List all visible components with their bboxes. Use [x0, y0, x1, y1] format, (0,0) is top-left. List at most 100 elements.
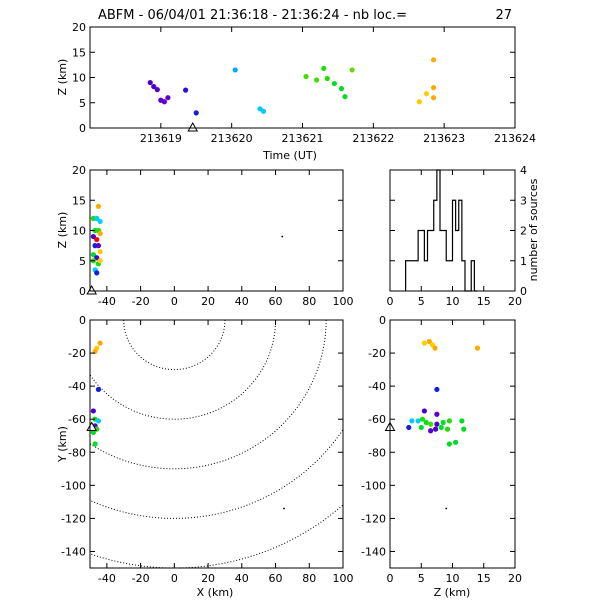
source-point: [94, 255, 100, 261]
x-tick-label: 213620: [211, 132, 253, 145]
panels-layer: 213619 213620 213621 213622 213623 2136240510…: [56, 21, 541, 599]
source-point: [90, 408, 96, 414]
x-tick-label: 213621: [282, 132, 324, 145]
y-axis-label: number of sources: [527, 178, 540, 281]
source-point: [433, 426, 439, 432]
y-tick-label: 1: [520, 255, 527, 268]
source-point: [418, 424, 424, 431]
x-tick-label: 60: [269, 295, 283, 308]
source-point: [94, 270, 100, 276]
x-tick-label: 0: [171, 572, 178, 585]
x-tick-label: 10: [446, 572, 460, 585]
source-point: [426, 338, 432, 345]
histogram-outline: [405, 169, 478, 292]
y-tick-label: -80: [368, 446, 386, 459]
y-tick-label: -80: [68, 446, 86, 459]
source-point: [446, 441, 452, 447]
source-point: [331, 80, 337, 87]
source-point: [154, 87, 160, 93]
source-point: [338, 86, 345, 92]
y-tick-label: -20: [368, 347, 386, 360]
source-point: [461, 426, 467, 432]
x-tick-label: -40: [98, 572, 116, 585]
y-tick-label: 20: [72, 21, 86, 34]
y-tick-label: -120: [361, 512, 386, 525]
x-tick-label: 40: [235, 572, 249, 585]
y-axis-label: Z (km): [56, 59, 69, 96]
source-point: [453, 439, 459, 445]
y-axis-label: Z (km): [56, 212, 69, 249]
x-tick-label: 15: [477, 572, 491, 585]
source-point: [430, 95, 437, 101]
x-tick-label: 20: [201, 572, 215, 585]
panel-z-y-view: 0 5 10 15 20 0 -20 -40 -60 -80 -100 -120 -140 Z (km): [361, 314, 522, 599]
station-triangle: [187, 121, 199, 132]
y-tick-label: -100: [361, 479, 386, 492]
source-point: [97, 230, 103, 237]
source-point: [232, 67, 238, 73]
source-point: [446, 418, 452, 424]
x-tick-label: 15: [477, 295, 491, 308]
panel-plan-view: -40 -20 0 20 40 60 80 100 0 -20 -40 -60 -80 -100 -120 -…: [56, 314, 354, 599]
x-tick-label: -40: [98, 295, 116, 308]
source-point: [342, 94, 348, 100]
station-triangle: [86, 284, 98, 295]
y-tick-label: -100: [61, 479, 86, 492]
panel-x-height: -40 -20 0 20 40 60 80 100 0 5 10 15 20 Z (km): [56, 164, 354, 308]
source-point: [474, 345, 481, 351]
isolated-dot: [445, 507, 448, 510]
source-point: [151, 83, 157, 90]
y-tick-label: 4: [520, 164, 527, 177]
source-point: [415, 418, 421, 424]
source-point: [97, 249, 103, 255]
x-tick-label: 213623: [423, 132, 465, 145]
source-point: [94, 215, 100, 221]
source-point: [421, 340, 427, 346]
figure-title-count: 27: [495, 8, 512, 23]
source-point: [97, 340, 103, 346]
y-tick-label: -120: [61, 512, 86, 525]
source-point: [430, 57, 437, 63]
isolated-dot: [281, 235, 284, 238]
x-tick-label: 213624: [494, 132, 536, 145]
y-tick-label: 2: [520, 225, 527, 238]
y-tick-label: 3: [520, 194, 527, 207]
source-point: [90, 429, 96, 436]
source-point: [444, 426, 451, 432]
x-tick-label: 20: [508, 572, 522, 585]
source-point: [90, 252, 96, 258]
source-point: [324, 75, 330, 82]
x-tick-label: -20: [132, 295, 150, 308]
x-tick-label: 0: [387, 295, 394, 308]
source-point: [165, 95, 171, 101]
source-point: [434, 411, 440, 417]
y-tick-label: 0: [79, 122, 86, 135]
source-point: [438, 424, 444, 431]
source-point: [423, 91, 430, 97]
source-point: [97, 258, 103, 264]
x-tick-label: 0: [387, 572, 394, 585]
panel-time-height: 213619 213620 213621 213622 213623 213624 0 5 10…: [56, 21, 536, 162]
y-tick-label: -20: [68, 347, 86, 360]
x-axis-label: X (km): [197, 586, 234, 599]
source-point: [432, 345, 438, 351]
x-tick-label: 60: [269, 572, 283, 585]
source-point: [428, 421, 434, 427]
y-tick-label: -60: [68, 413, 86, 426]
y-axis-label: Y (km): [56, 426, 69, 463]
x-tick-label: 20: [508, 295, 522, 308]
figure-title-prefix: ABFM - 06/04/01 21:36:18 - 21:36:24 - nb…: [98, 8, 407, 23]
source-point: [423, 419, 429, 426]
source-point: [97, 218, 103, 225]
source-point: [321, 65, 327, 72]
source-point: [94, 236, 100, 243]
source-point: [147, 79, 153, 86]
source-point: [303, 73, 309, 80]
x-tick-label: 10: [446, 295, 460, 308]
y-tick-label: 5: [79, 97, 86, 110]
y-tick-label: 10: [72, 225, 86, 238]
source-point: [95, 418, 102, 424]
